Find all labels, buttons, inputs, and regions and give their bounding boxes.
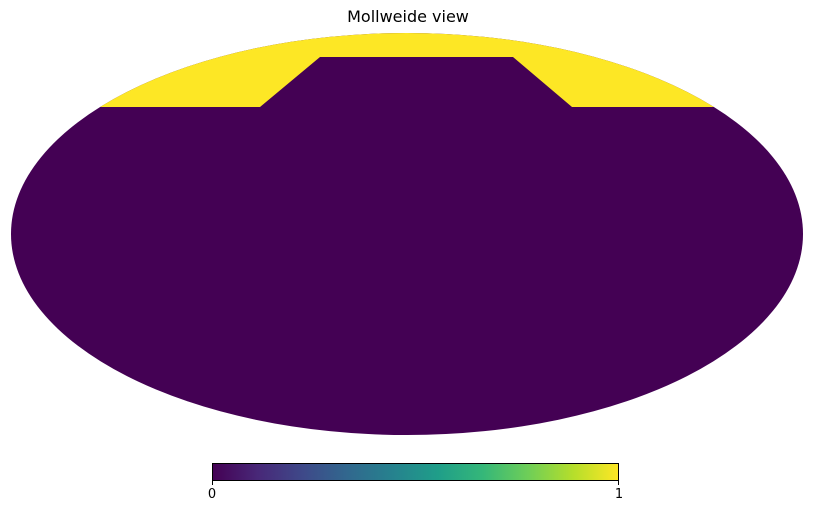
- colorbar-tick-min: [212, 481, 213, 485]
- colorbar-min-label: 0: [207, 487, 217, 502]
- colorbar-tick-max: [618, 481, 619, 485]
- colorbar: [212, 463, 619, 481]
- map-title: Mollweide view: [347, 7, 469, 26]
- colorbar-max-label: 1: [614, 487, 624, 502]
- map-highlight-region: [11, 33, 803, 107]
